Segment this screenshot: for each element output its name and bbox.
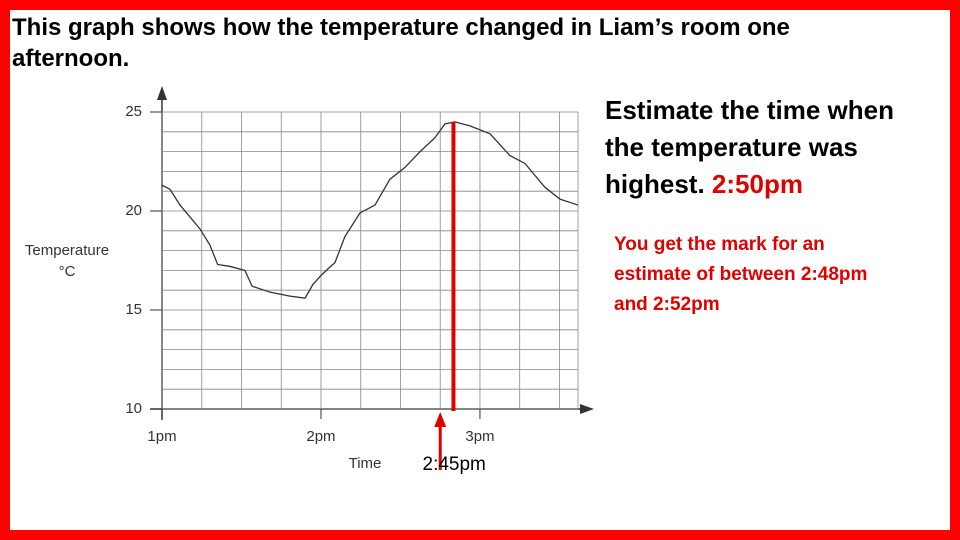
x-tick-label: 3pm — [465, 428, 494, 445]
x-axis-label: Time — [349, 455, 382, 472]
y-axis-arrow — [157, 86, 167, 100]
x-tick-label: 1pm — [147, 428, 176, 445]
y-axis-unit: °C — [59, 263, 76, 280]
y-tick-label: 10 — [125, 400, 142, 417]
question: Estimate the time when the temperature w… — [605, 92, 935, 203]
y-tick-label: 15 — [125, 301, 142, 318]
time-arrow-head — [434, 412, 447, 427]
temperature-line — [161, 121, 579, 299]
y-tick-label: 20 — [125, 202, 142, 219]
time-arrow-label: 2:45pm — [423, 454, 486, 475]
y-tick-label: 25 — [125, 103, 142, 120]
x-axis-arrow — [580, 404, 594, 414]
slide-title: This graph shows how the temperature cha… — [12, 14, 790, 72]
x-tick-label: 2pm — [306, 428, 335, 445]
mark-note: You get the mark for an estimate of betw… — [614, 234, 868, 315]
answer: 2:50pm — [711, 169, 803, 199]
y-axis-label: Temperature — [25, 242, 109, 259]
question-text: Estimate the time when the temperature w… — [605, 95, 894, 199]
